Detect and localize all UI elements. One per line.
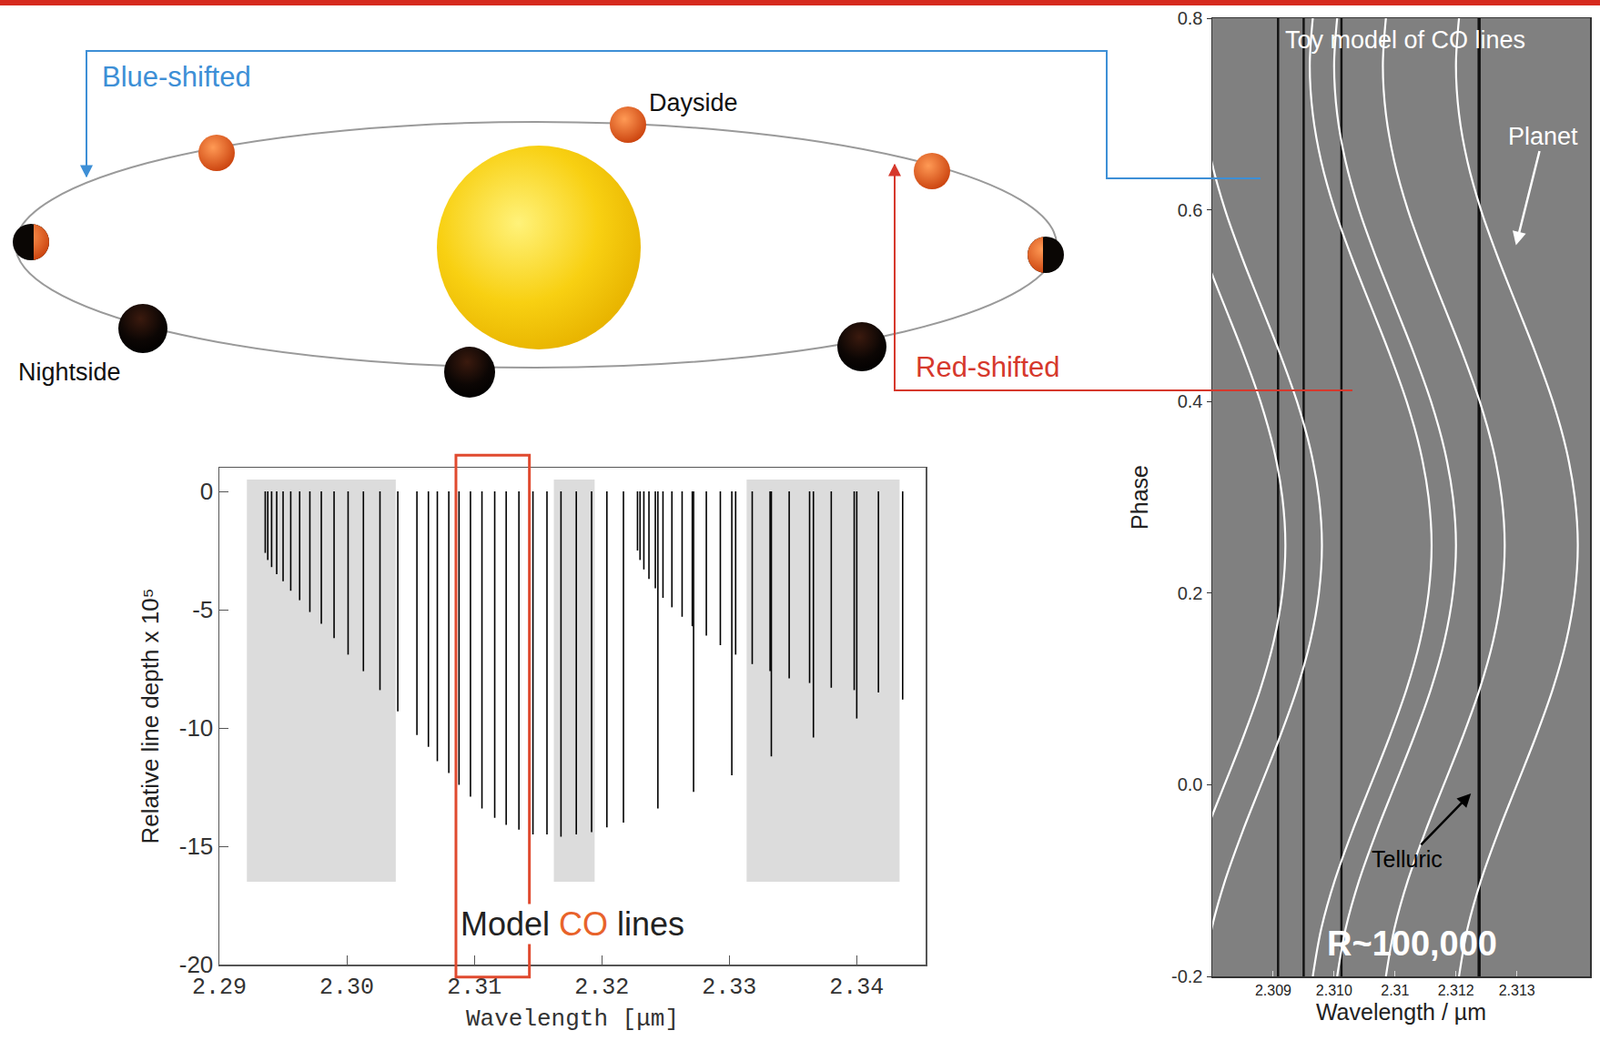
svg-text:2.33: 2.33 [701,974,757,1002]
svg-text:-20: -20 [179,951,214,979]
svg-text:Dayside: Dayside [648,89,739,117]
svg-text:-5: -5 [192,596,213,624]
svg-text:Toy model of CO lines: Toy model of CO lines [1285,26,1526,54]
svg-text:2.29: 2.29 [192,974,247,1002]
svg-text:-15: -15 [179,832,214,861]
svg-text:2.32: 2.32 [574,974,629,1002]
svg-text:0.6: 0.6 [1177,200,1204,221]
svg-text:2.31: 2.31 [446,974,502,1002]
svg-text:2.34: 2.34 [829,974,884,1002]
svg-text:Relative line depth x 10⁵: Relative line depth x 10⁵ [136,587,164,844]
svg-text:2.309: 2.309 [1255,982,1292,999]
svg-text:Blue-shifted: Blue-shifted [101,60,252,93]
svg-text:-0.2: -0.2 [1171,966,1203,987]
svg-text:0: 0 [200,477,213,506]
svg-text:0.8: 0.8 [1177,8,1204,29]
svg-text:2.313: 2.313 [1498,982,1536,999]
svg-text:Telluric: Telluric [1371,846,1443,872]
svg-text:Model CO lines: Model CO lines [460,905,685,943]
svg-text:Wavelength [μm]: Wavelength [μm] [465,1005,679,1033]
svg-text:2.312: 2.312 [1437,982,1475,999]
svg-text:0.2: 0.2 [1177,583,1204,604]
svg-text:Phase: Phase [1126,465,1153,530]
svg-text:Red-shifted: Red-shifted [915,351,1061,384]
svg-text:2.310: 2.310 [1316,982,1353,999]
svg-text:R~100,000: R~100,000 [1326,924,1498,963]
svg-text:2.30: 2.30 [319,974,375,1002]
svg-text:Wavelength / µm: Wavelength / µm [1316,999,1487,1025]
svg-text:Planet: Planet [1508,122,1579,151]
svg-text:Nightside: Nightside [18,358,122,386]
svg-text:0.0: 0.0 [1177,774,1204,795]
svg-text:-10: -10 [179,714,214,742]
svg-text:2.31: 2.31 [1380,982,1409,999]
svg-text:0.4: 0.4 [1177,391,1204,412]
